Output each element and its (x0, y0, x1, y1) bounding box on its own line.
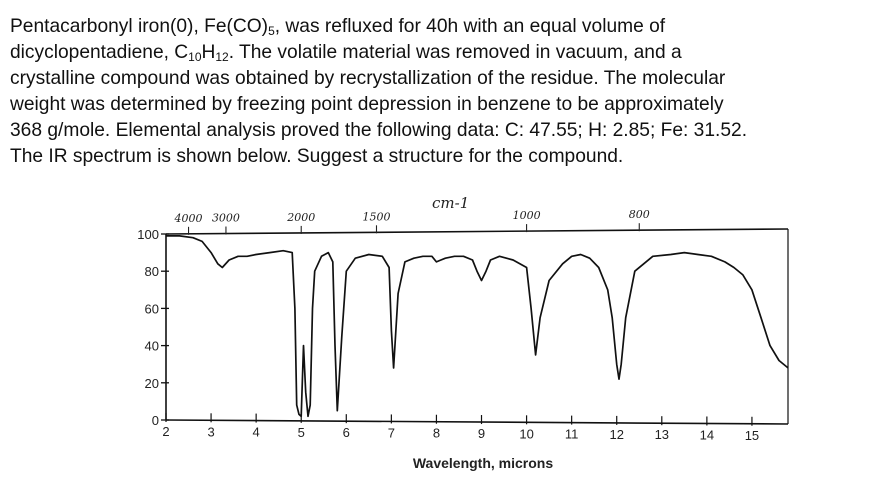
x-tick-label-12: 12 (609, 427, 623, 442)
x-tick-label-8: 8 (433, 426, 440, 441)
chart-frame (165, 228, 789, 425)
x-tick-label-4: 4 (253, 425, 260, 440)
y-tick-label-100: 100 (137, 227, 159, 242)
x-tick-label-3: 3 (207, 424, 214, 439)
x-tick-label-14: 14 (700, 427, 714, 442)
top-tick-label-1500: 1500 (362, 210, 390, 223)
top-tick-label-800: 800 (629, 208, 650, 221)
frame-bottom (165, 419, 789, 425)
x-tick-label-7: 7 (388, 425, 395, 440)
question-line-1: Pentacarbonyl iron(0), Fe(CO)5, was refl… (10, 16, 666, 38)
x-tick-label-9: 9 (478, 426, 485, 441)
y-tick-label-60: 60 (145, 301, 159, 316)
ir-spectrum-line (166, 235, 789, 418)
top-tick-label-4000: 4000 (174, 212, 203, 225)
y-tick-label-0: 0 (152, 413, 159, 428)
question-line-3: crystalline compound was obtained by rec… (10, 68, 726, 89)
x-tick-label-15: 15 (745, 428, 759, 443)
question-line-6: The IR spectrum is shown below. Suggest … (10, 146, 624, 167)
y-tick-label-40: 40 (145, 339, 159, 354)
question-text: Pentacarbonyl iron(0), Fe(CO)5, was refl… (10, 14, 870, 170)
y-tick-label-20: 20 (145, 376, 159, 391)
question-line-2: dicyclopentadiene, C10H12. The volatile … (10, 42, 682, 64)
x-tick-label-5: 5 (298, 425, 305, 440)
y-axis: 0 20 40 60 80 100 (137, 227, 169, 428)
x-tick-label-2: 2 (162, 424, 169, 439)
top-tick-label-1000: 1000 (513, 209, 541, 222)
frame-top (165, 228, 789, 235)
top-wavenumber-axis: 4000 3000 2000 1500 1000 800 (174, 208, 650, 235)
y-tick-label-80: 80 (145, 264, 159, 279)
x-tick-label-13: 13 (655, 427, 669, 442)
x-axis: 2 3 4 5 6 7 8 9 10 11 12 13 14 15 (162, 413, 759, 443)
question-line-4: weight was determined by freezing point … (10, 94, 724, 115)
top-axis-unit: cm-1 (432, 194, 469, 212)
x-tick-label-6: 6 (343, 425, 350, 440)
x-axis-title: Wavelength, microns (413, 455, 554, 471)
top-tick-label-3000: 3000 (212, 212, 240, 225)
x-tick-label-11: 11 (565, 427, 579, 442)
question-line-5: 368 g/mole. Elemental analysis proved th… (10, 120, 748, 141)
top-tick-label-2000: 2000 (286, 211, 315, 224)
x-tick-label-10: 10 (519, 426, 533, 441)
